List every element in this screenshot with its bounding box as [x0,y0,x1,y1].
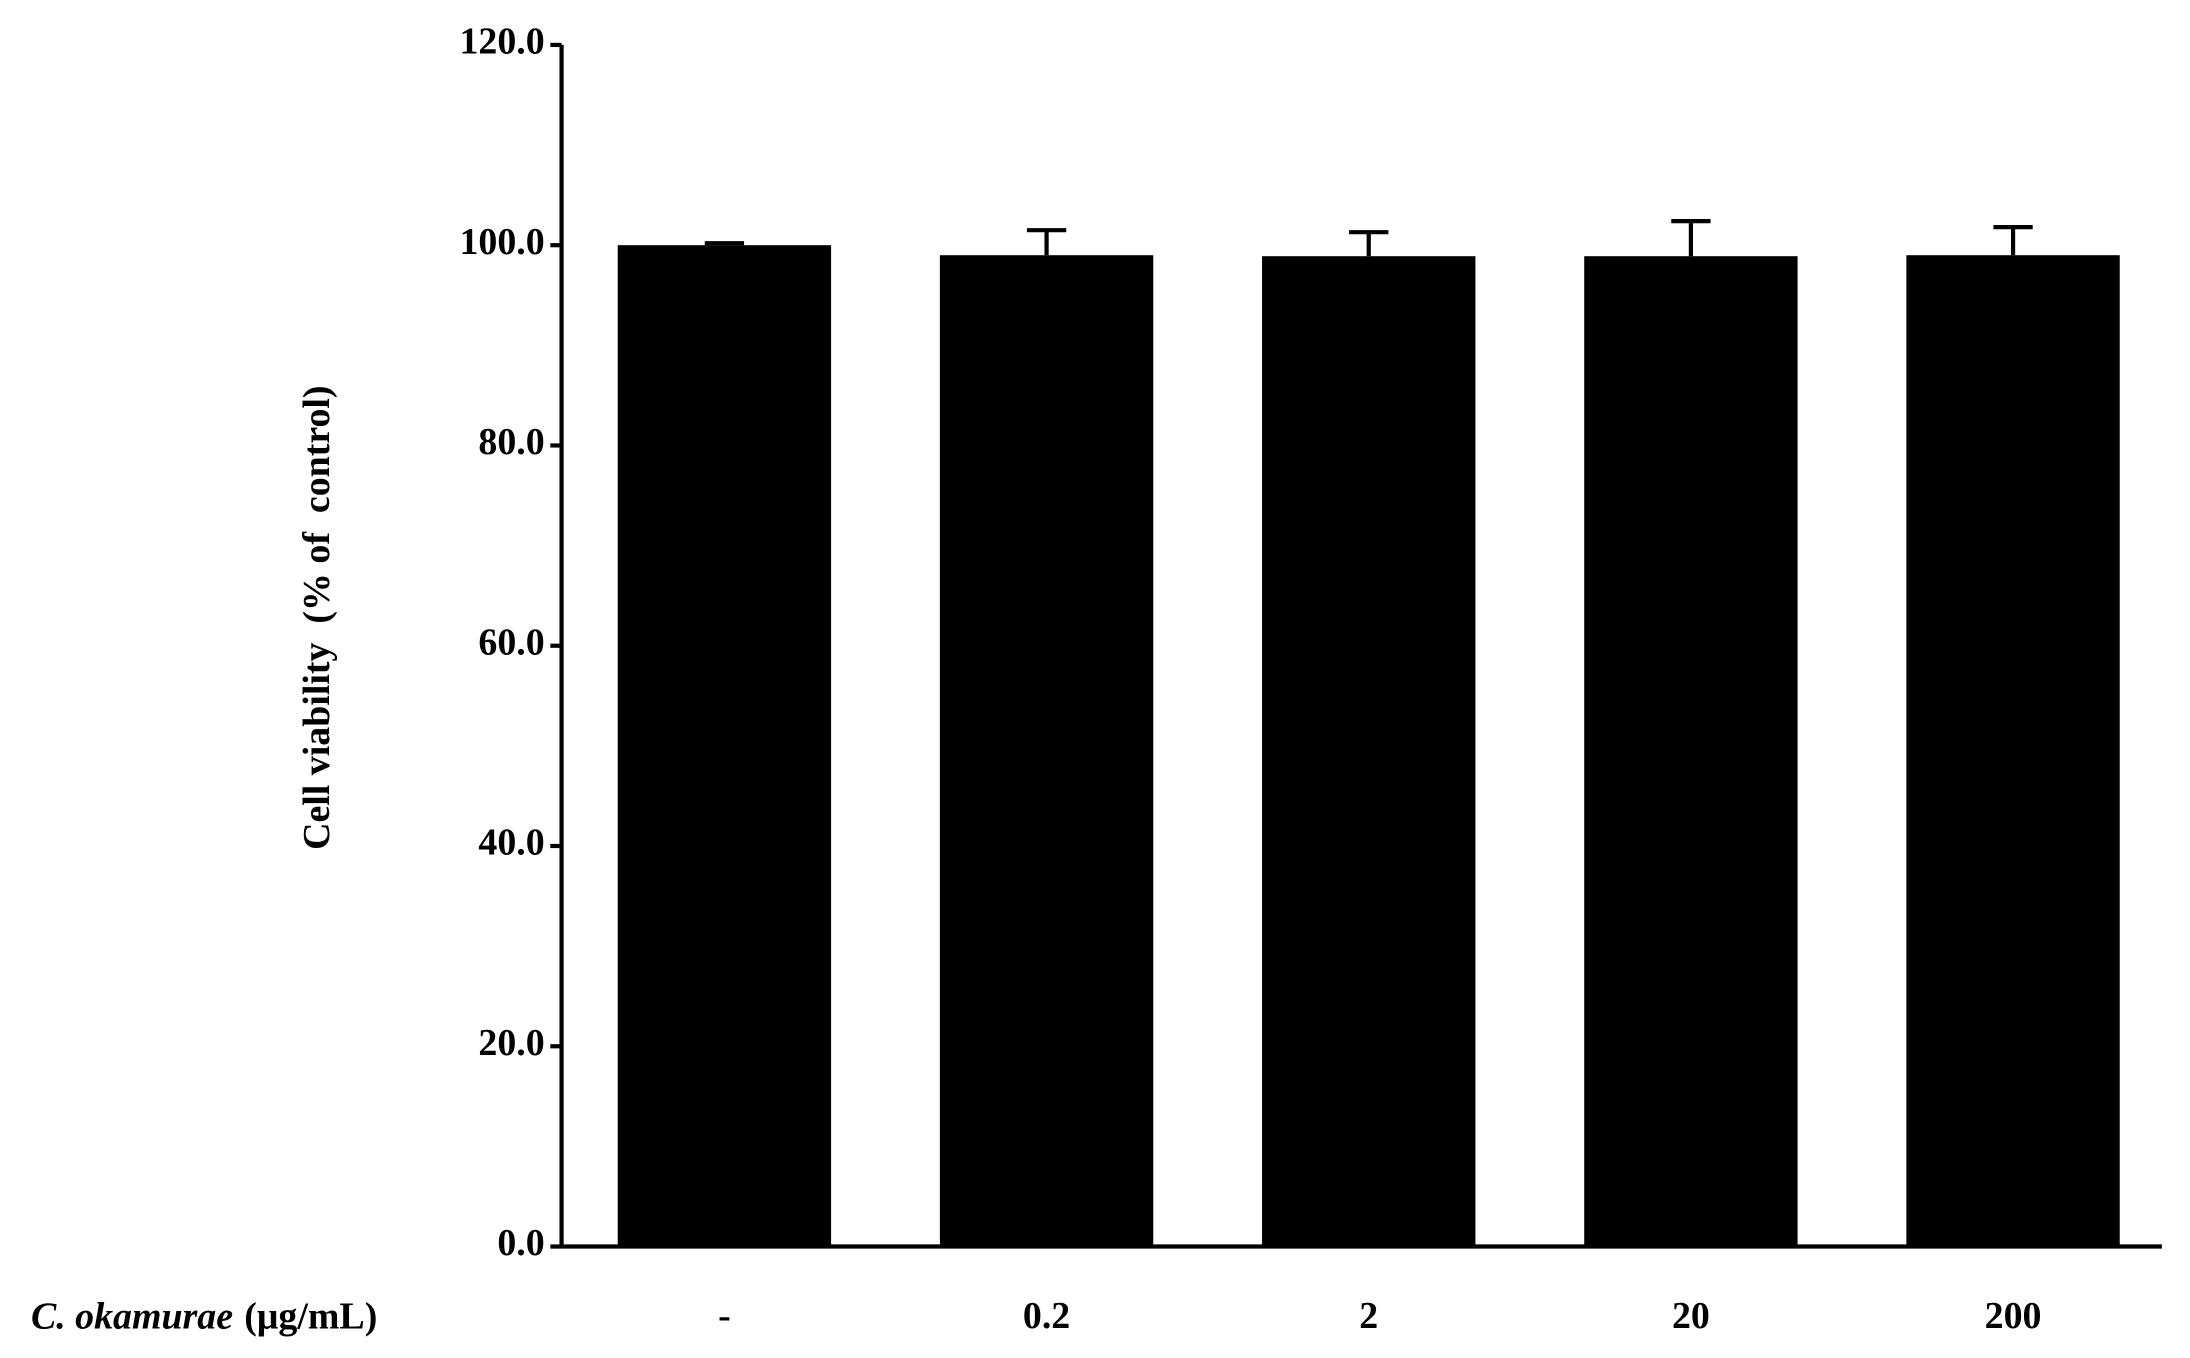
x-tick-label: 0.2 [1023,1295,1070,1337]
y-tick-label: 60.0 [478,621,544,663]
y-tick-label: 40.0 [478,822,544,864]
bar [939,255,1154,1247]
x-tick-label: 200 [1985,1295,2042,1337]
bar [1584,256,1798,1247]
bar [617,245,832,1247]
bar [1262,256,1476,1247]
x-axis-label: C. okamurae (μg/mL) [31,1295,377,1337]
y-tick-label: 120.0 [459,21,544,63]
x-tick-label: - [718,1295,731,1337]
x-tick-label: 20 [1672,1295,1710,1337]
y-axis-label: Cell viability (% of control) [296,385,338,849]
x-tick-label: 2 [1359,1295,1378,1337]
y-tick-label: 0.0 [497,1222,544,1264]
y-tick-label: 80.0 [478,421,544,463]
x-axis-label-species: C. okamurae [31,1295,233,1337]
bar [1906,255,2120,1247]
y-tick-label: 20.0 [478,1022,544,1064]
y-tick-label: 100.0 [459,221,544,263]
x-axis-label-unit: (μg/mL) [244,1295,377,1337]
